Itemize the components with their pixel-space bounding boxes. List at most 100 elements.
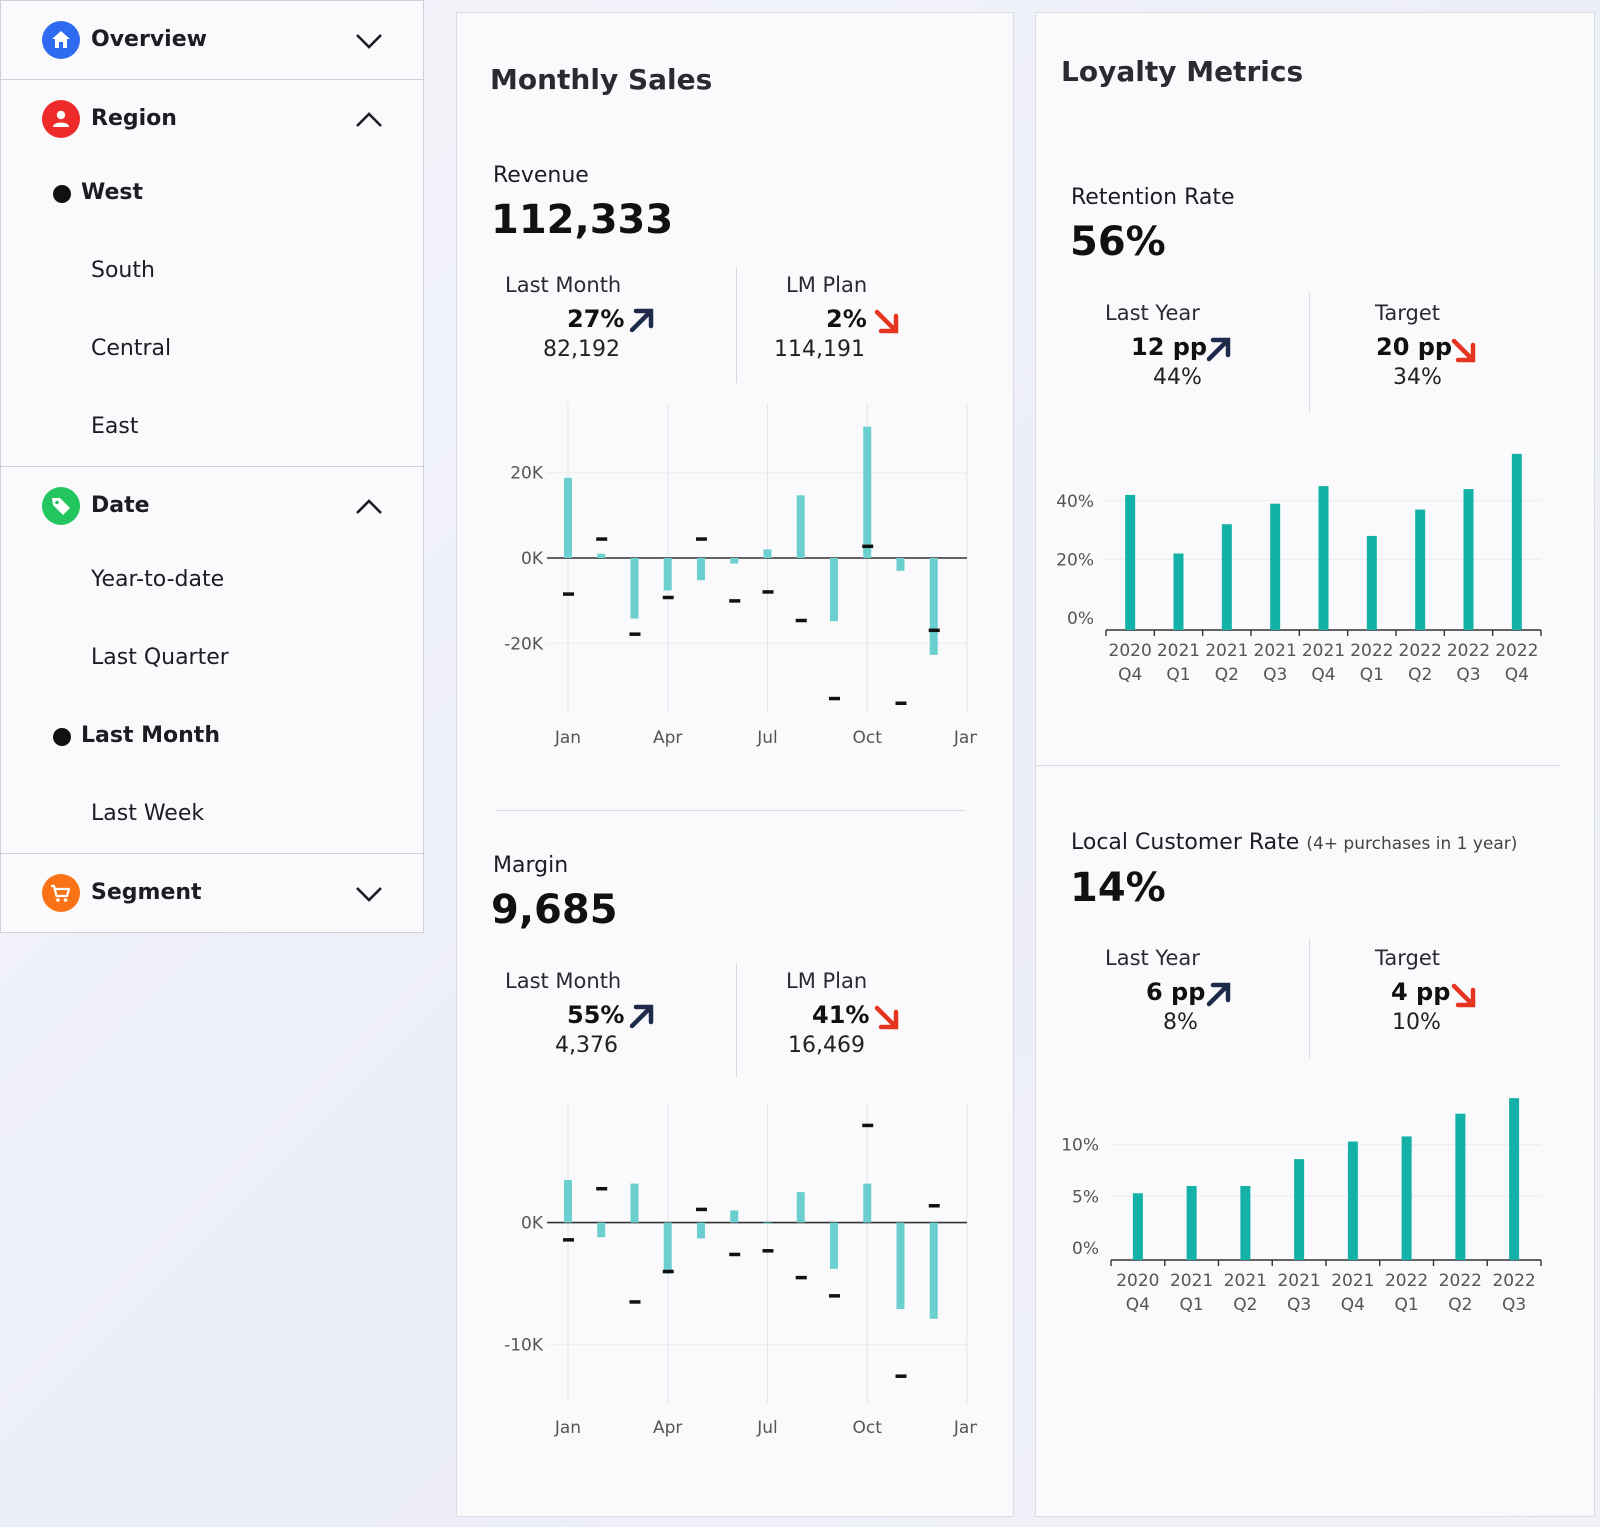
quarter-bar: [1132, 1193, 1143, 1260]
last-year-value: 44%: [1153, 365, 1202, 390]
target-marker: [795, 1275, 807, 1280]
y-tick-label: -10K: [504, 1335, 544, 1355]
date-option-last-month[interactable]: Last Month: [81, 723, 220, 748]
x-tick-label: Q4: [1118, 665, 1142, 685]
x-tick-label: Jan: [554, 1418, 581, 1438]
arrow-up-right-icon: [629, 308, 654, 333]
variance-bar: [730, 558, 739, 564]
y-tick-label: 0%: [1072, 1239, 1099, 1259]
quarter-bar: [1511, 453, 1522, 630]
date-header[interactable]: Date: [0, 466, 424, 546]
target-change: 4 pp: [1391, 978, 1451, 1006]
target-marker: [695, 1207, 707, 1212]
date-option-last-quarter[interactable]: Last Quarter: [91, 645, 229, 670]
x-tick-label: Jan: [953, 728, 977, 748]
revenue-label: Revenue: [493, 163, 589, 188]
variance-bar: [929, 558, 938, 655]
region-options: West South Central East: [0, 158, 424, 476]
variance-bar: [730, 1210, 739, 1223]
divider: [736, 268, 737, 383]
x-tick-label: Jan: [554, 728, 581, 748]
date-option-last-week[interactable]: Last Week: [91, 801, 205, 826]
retention-rate-value: 56%: [1070, 219, 1166, 265]
x-tick-label: Q4: [1126, 1295, 1150, 1315]
region-option-west[interactable]: West: [81, 180, 144, 205]
loyalty-metrics-panel: Loyalty Metrics Retention Rate 56% Last …: [1035, 12, 1595, 1517]
local-customer-rate-note: (4+ purchases in 1 year): [1306, 834, 1518, 854]
lm-plan-label: LM Plan: [786, 969, 868, 993]
x-tick-label: 2021: [1254, 641, 1297, 661]
target-marker: [795, 618, 807, 623]
x-tick-label: Apr: [653, 728, 682, 748]
quarter-bar: [1463, 489, 1474, 630]
margin-chart: Jan Apr Jul Oct Jan 0K -10K: [504, 1103, 977, 1438]
chevron-up-icon[interactable]: [353, 491, 385, 523]
target-marker: [562, 592, 574, 596]
y-tick-label: 0K: [521, 1214, 544, 1234]
variance-bar: [863, 1183, 872, 1223]
local-customer-rate-title: Local Customer Rate: [1071, 830, 1300, 855]
quarter-bar: [1455, 1113, 1466, 1260]
y-tick-label: 10%: [1061, 1136, 1099, 1156]
overview-label: Overview: [91, 27, 207, 52]
variance-bar: [929, 1222, 938, 1319]
region-option-east[interactable]: East: [91, 414, 139, 439]
target-marker: [895, 1374, 907, 1378]
y-tick-label: 5%: [1072, 1187, 1099, 1207]
variance-bar: [829, 558, 838, 622]
x-tick-label: 2022: [1492, 1271, 1535, 1291]
x-tick-label: 2020: [1109, 641, 1152, 661]
y-tick-label: 0K: [521, 549, 544, 569]
last-month-change: 55%: [567, 1001, 625, 1029]
x-tick-label: 2022: [1350, 641, 1393, 661]
x-tick-label: Q2: [1448, 1295, 1472, 1315]
quarter-bar: [1415, 509, 1426, 630]
target-marker: [928, 1204, 940, 1208]
date-option-ytd[interactable]: Year-to-date: [91, 567, 225, 592]
last-month-label: Last Month: [505, 273, 622, 297]
last-year-change: 12 pp: [1131, 333, 1208, 361]
quarter-bar: [1294, 1159, 1305, 1260]
chevron-down-icon[interactable]: [353, 25, 385, 57]
variance-bar: [896, 558, 905, 571]
cart-icon: [42, 874, 80, 912]
region-option-central[interactable]: Central: [91, 336, 172, 361]
target-marker: [762, 1249, 774, 1253]
y-tick-label: 0%: [1067, 609, 1094, 629]
monthly-sales-panel: Monthly Sales Revenue 112,333 Last Month…: [456, 12, 1014, 1517]
x-tick-label: 2021: [1224, 1271, 1267, 1291]
target-marker: [729, 1252, 741, 1257]
quarter-bar: [1240, 1186, 1251, 1260]
segment-header[interactable]: Segment: [0, 853, 424, 933]
target-marker: [862, 1123, 874, 1128]
overview-header[interactable]: Overview: [0, 0, 424, 80]
variance-bar: [696, 558, 705, 581]
x-tick-label: Oct: [853, 1418, 883, 1438]
target-change: 20 pp: [1376, 333, 1453, 361]
target-marker: [729, 599, 741, 603]
variance-bar: [763, 1222, 772, 1224]
variance-bar: [663, 558, 672, 591]
target-marker: [596, 1186, 608, 1191]
chevron-down-icon[interactable]: [353, 878, 385, 910]
variance-bar: [863, 426, 872, 558]
lm-plan-change: 2%: [826, 305, 867, 333]
lm-plan-value: 114,191: [774, 337, 865, 362]
lm-plan-label: LM Plan: [786, 273, 868, 297]
x-tick-label: 2022: [1399, 641, 1442, 661]
x-tick-label: Q3: [1287, 1295, 1311, 1315]
y-tick-label: 20K: [510, 464, 544, 484]
variance-bar: [597, 553, 606, 558]
local-customer-rate-label: Local Customer Rate (4+ purchases in 1 y…: [1071, 830, 1517, 855]
variance-bar: [829, 1222, 838, 1269]
chevron-up-icon[interactable]: [353, 104, 385, 136]
variance-bar: [796, 1192, 805, 1223]
region-option-south[interactable]: South: [91, 258, 155, 283]
arrow-up-right-icon: [1206, 337, 1231, 362]
region-header[interactable]: Region: [0, 79, 424, 159]
lm-plan-change: 41%: [812, 1001, 870, 1029]
target-value: 10%: [1392, 1010, 1441, 1035]
x-tick-label: 2022: [1385, 1271, 1428, 1291]
target-label: Target: [1375, 946, 1440, 970]
x-tick-label: Q4: [1311, 665, 1335, 685]
